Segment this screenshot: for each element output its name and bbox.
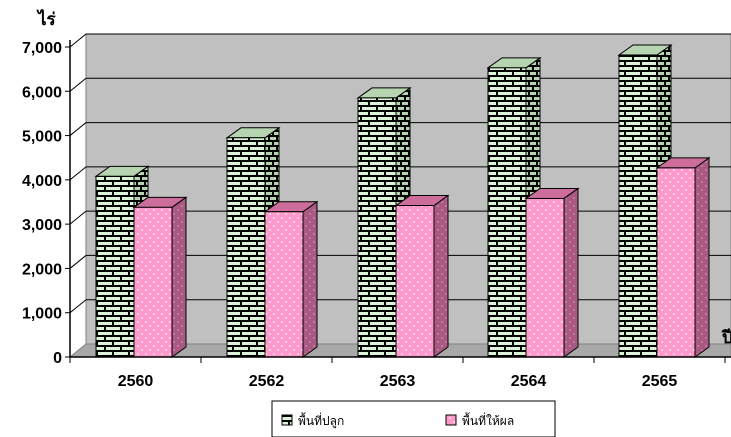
- bar-front: [656, 167, 696, 358]
- bar-yielding-2560: [132, 196, 188, 358]
- bar-side: [302, 200, 318, 358]
- x-tick-label: 2565: [642, 373, 678, 390]
- y-axis: 0 1,000 2,000 3,000 4,000 5,000 6,000 7,000: [22, 40, 71, 367]
- bar-front: [95, 175, 135, 358]
- y-tick-label: 0: [53, 350, 62, 367]
- x-tick-label: 2563: [380, 373, 416, 390]
- bar-front: [133, 206, 173, 358]
- y-tick-label: 1,000: [22, 306, 62, 323]
- legend-box: [271, 400, 556, 437]
- bar-front: [226, 137, 266, 358]
- x-axis-title: ปี: [721, 327, 731, 348]
- legend-swatch-yielding: [445, 414, 457, 426]
- bar-front: [357, 97, 397, 358]
- bar-side: [433, 194, 449, 358]
- x-tick-label: 2562: [249, 373, 285, 390]
- legend-item-yielding: พื้นที่ให้ผล: [445, 412, 514, 428]
- bar-front: [395, 205, 435, 358]
- y-tick-label: 5,000: [22, 129, 62, 146]
- x-axis: 2560 2562 2563 2564 2565: [69, 356, 731, 390]
- y-tick-label: 7,000: [22, 40, 62, 57]
- bar-yielding-2565: [655, 156, 711, 358]
- gridline-diagonal: [69, 255, 87, 269]
- bar-front: [618, 54, 658, 358]
- legend-label-planted: พื้นที่ปลูก: [298, 412, 344, 429]
- y-tick-label: 4,000: [22, 173, 62, 190]
- y-tick-label: 2,000: [22, 261, 62, 278]
- y-axis-title: ไร่: [36, 9, 57, 30]
- legend-label-yielding: พื้นที่ให้ผล: [462, 412, 514, 428]
- x-tick-label: 2564: [511, 373, 547, 390]
- bar-side: [171, 196, 187, 358]
- gridline-diagonal: [69, 77, 87, 92]
- y-tick-label: 3,000: [22, 217, 62, 234]
- bar-yielding-2563: [394, 194, 450, 358]
- legend-item-planted: พื้นที่ปลูก: [281, 412, 344, 429]
- x-tick-label: 2560: [118, 373, 154, 390]
- gridline-diagonal: [69, 122, 87, 136]
- legend: พื้นที่ปลูก พื้นที่ให้ผล: [271, 400, 556, 437]
- gridline-diagonal: [69, 33, 87, 48]
- bar-yielding-2564: [524, 187, 580, 358]
- y-tick-label: 6,000: [22, 84, 62, 101]
- bar-planted-2562: [225, 126, 281, 358]
- gridline-diagonal: [69, 299, 87, 314]
- bar-yielding-2562: [263, 200, 319, 358]
- bar-front: [525, 197, 565, 358]
- gridline-diagonal: [69, 166, 87, 181]
- legend-swatch-planted: [281, 414, 293, 426]
- bar-side: [694, 156, 710, 358]
- bar-side: [563, 187, 579, 358]
- gridline-diagonal: [69, 210, 87, 225]
- bars: [94, 43, 711, 358]
- bar-front: [264, 211, 304, 358]
- bar-front: [487, 67, 527, 358]
